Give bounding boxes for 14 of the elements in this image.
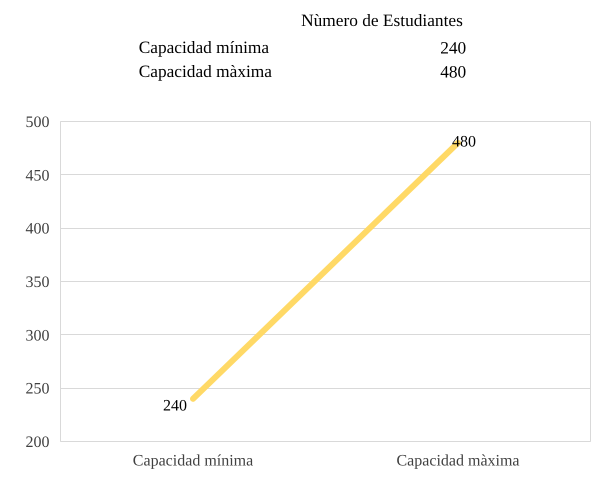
y-tick-label: 500 [26,114,50,131]
category-label: Capacidad mínima [138,38,270,57]
data-label: 480 [452,133,476,150]
data-label: 240 [440,38,466,58]
y-tick-label: 250 [26,380,50,398]
y-tick-label: 300 [26,327,50,344]
y-tick-label: 350 [26,274,50,291]
y-tick-label: 450 [26,167,50,184]
category-label: Capacidad màxima [138,62,272,81]
y-tick-label: 400 [26,220,50,238]
data-label: 240 [163,397,187,414]
text: Nùmero de Estudiantes [301,11,464,30]
y-tick-label: 200 [26,434,50,451]
data-label: 480 [440,62,466,82]
